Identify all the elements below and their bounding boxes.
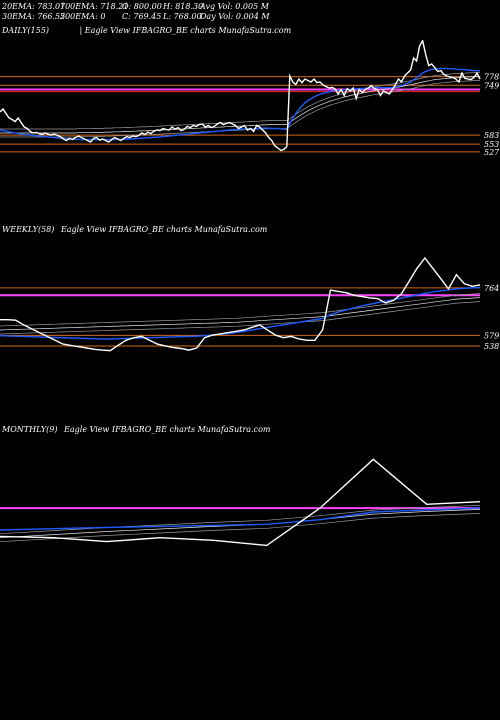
monthly-title: MONTHLY(9) Eagle View IFBAGRO_BE charts … (2, 425, 270, 434)
header-col-1: 20EMA: 783.07 30EMA: 766.55 (2, 2, 65, 22)
day-vol-label: Day Vol: 0.004 M (200, 12, 270, 21)
ema200-label: 200EMA: 0 (60, 12, 106, 21)
monthly-chart (0, 458, 481, 547)
avg-vol-label: Avg Vol: 0.005 M (200, 2, 269, 11)
weekly-ema-slow-line-1 (0, 297, 481, 331)
ema100-label: 100EMA: 718.21 (60, 2, 129, 11)
ema30-label: 30EMA: 766.55 (2, 12, 66, 21)
daily-title-label: DAILY(155) (2, 26, 49, 35)
weekly-title-label: WEEKLY(58) (2, 225, 55, 234)
monthly-ema-fast-line (0, 507, 481, 531)
weekly-ema-slow-line-2 (0, 301, 481, 335)
weekly-tick-label-2: 538 (484, 342, 499, 351)
monthly-title-label: MONTHLY(9) (2, 425, 58, 434)
monthly-ema-slow-line-0 (0, 505, 481, 535)
daily-ema-fast-line (0, 67, 481, 141)
weekly-title: WEEKLY(58) Eagle View IFBAGRO_BE charts … (2, 225, 267, 234)
header-col-2: 100EMA: 718.21 200EMA: 0 (60, 2, 128, 22)
daily-title: DAILY(155) | Eagle View IFBAGRO_BE chart… (2, 26, 291, 35)
header-col-5: Avg Vol: 0.005 M Day Vol: 0.004 M (200, 2, 270, 22)
daily-tick-label-1: 749 (484, 81, 499, 90)
daily-tick-label-0: 778 (484, 73, 499, 82)
daily-price-line (0, 40, 481, 152)
weekly-ema-fast-line (0, 286, 481, 340)
daily-subtitle: | Eagle View IFBAGRO_BE charts MunafaSut… (79, 26, 292, 35)
monthly-ema-slow-line-1 (0, 509, 481, 539)
header-col-3: O: 800.00 C: 769.45 (122, 2, 162, 22)
weekly-chart: 764 579 538 (0, 256, 499, 352)
weekly-ema-slow-line-0 (0, 293, 481, 327)
weekly-subtitle: Eagle View IFBAGRO_BE charts MunafaSutra… (60, 225, 268, 234)
monthly-subtitle: Eagle View IFBAGRO_BE charts MunafaSutra… (64, 425, 271, 434)
low-label: L: 768.00 (163, 12, 202, 21)
daily-tick-label-3: 553 (484, 140, 499, 149)
close-label: C: 769.45 (122, 12, 162, 21)
header-col-4: H: 818.30 L: 768.00 (163, 2, 203, 22)
weekly-tick-label-1: 579 (484, 331, 499, 340)
monthly-ema-slow-line-2 (0, 513, 481, 543)
high-label: H: 818.30 (163, 2, 204, 11)
daily-tick-label-2: 583 (484, 131, 499, 140)
daily-tick-label-4: 527 (484, 148, 500, 157)
ema20-label: 20EMA: 783.07 (2, 2, 66, 11)
open-label: O: 800.00 (122, 2, 162, 11)
daily-ema-slow-line-1 (0, 76, 480, 134)
weekly-price-line (0, 256, 481, 352)
daily-ema-slow-line-0 (0, 72, 480, 130)
monthly-price-line (0, 458, 481, 547)
weekly-tick-label-0: 764 (484, 284, 499, 293)
